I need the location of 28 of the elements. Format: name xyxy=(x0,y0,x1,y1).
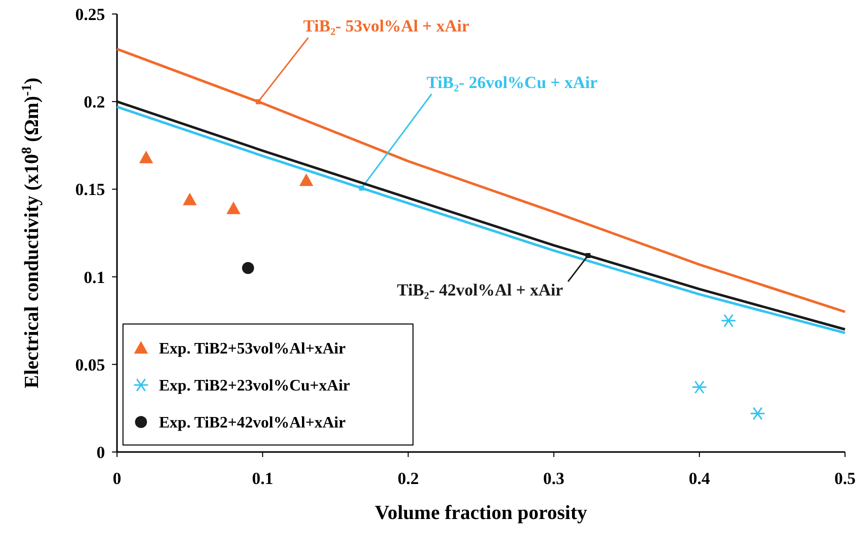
y-tick-label: 0.05 xyxy=(75,355,105,374)
text: TiB₂- 26vol%Cu + xAir xyxy=(426,73,598,92)
x-tick-label: 0.4 xyxy=(688,469,711,488)
point xyxy=(720,314,736,328)
x-axis-title: Volume fraction porosity xyxy=(374,502,588,524)
x-tick-label: 0.1 xyxy=(252,469,274,488)
text: TiB₂- 53vol%Al + xAir xyxy=(303,16,470,36)
series-label: TiB₂- 42vol%Al + xAir xyxy=(396,280,564,300)
point xyxy=(750,406,766,420)
y-tick-label: 0.15 xyxy=(75,180,105,200)
legend-label: Exp. TiB2+53vol%Al+xAir xyxy=(159,340,346,358)
legend-label: Exp. TiB2+23vol%Cu+xAir xyxy=(159,378,350,395)
x-tick-label: 0.3 xyxy=(543,469,564,488)
point xyxy=(692,380,708,394)
point xyxy=(242,262,254,274)
y-tick-label: 0 xyxy=(96,442,105,462)
x-tick-label: 0 xyxy=(112,469,122,488)
point xyxy=(182,192,197,206)
legend-label: Exp. TiB2+42vol%Al+xAir xyxy=(159,414,346,432)
y-tick-label: 0.25 xyxy=(75,4,105,24)
point xyxy=(226,201,240,214)
point xyxy=(139,150,154,164)
x-tick-label: 0.5 xyxy=(834,469,856,488)
line-series xyxy=(116,48,846,314)
x-tick-label: 0.2 xyxy=(398,469,419,488)
point xyxy=(299,173,314,186)
y-tick-label: 0.1 xyxy=(84,268,105,287)
y-tick-label: 0.2 xyxy=(84,92,105,112)
